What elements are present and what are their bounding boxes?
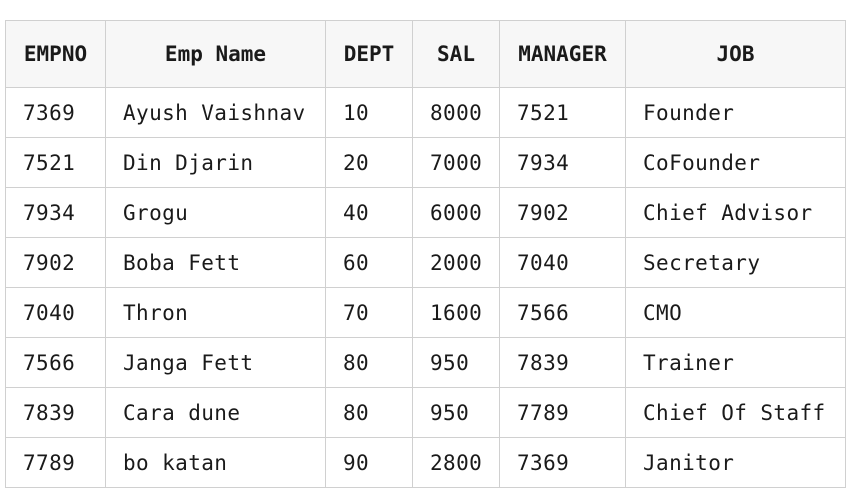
cell-manager: 7789 [499, 387, 626, 438]
cell-job: Founder [625, 87, 846, 138]
cell-dept: 90 [325, 437, 413, 488]
header-row: EMPNO Emp Name DEPT SAL MANAGER JOB [5, 20, 846, 88]
table-row: 7369 Ayush Vaishnav 10 8000 7521 Founder [5, 87, 846, 138]
cell-empno: 7789 [5, 437, 106, 488]
cell-sal: 950 [412, 387, 500, 438]
cell-manager: 7369 [499, 437, 626, 488]
header-emp-name: Emp Name [105, 20, 326, 88]
cell-dept: 20 [325, 137, 413, 188]
cell-empno: 7839 [5, 387, 106, 438]
cell-emp-name: Thron [105, 287, 326, 338]
cell-emp-name: Grogu [105, 187, 326, 238]
cell-dept: 40 [325, 187, 413, 238]
employee-table-container: EMPNO Emp Name DEPT SAL MANAGER JOB 7369… [5, 20, 846, 488]
table-row: 7902 Boba Fett 60 2000 7040 Secretary [5, 237, 846, 288]
cell-sal: 1600 [412, 287, 500, 338]
cell-empno: 7902 [5, 237, 106, 288]
cell-empno: 7369 [5, 87, 106, 138]
header-dept: DEPT [325, 20, 413, 88]
cell-job: Janitor [625, 437, 846, 488]
cell-sal: 2000 [412, 237, 500, 288]
cell-dept: 10 [325, 87, 413, 138]
header-empno: EMPNO [5, 20, 106, 88]
cell-empno: 7521 [5, 137, 106, 188]
cell-job: Secretary [625, 237, 846, 288]
cell-sal: 2800 [412, 437, 500, 488]
table-row: 7566 Janga Fett 80 950 7839 Trainer [5, 337, 846, 388]
cell-dept: 80 [325, 387, 413, 438]
cell-manager: 7902 [499, 187, 626, 238]
cell-empno: 7934 [5, 187, 106, 238]
cell-empno: 7040 [5, 287, 106, 338]
cell-sal: 8000 [412, 87, 500, 138]
cell-emp-name: bo katan [105, 437, 326, 488]
table-row: 7521 Din Djarin 20 7000 7934 CoFounder [5, 137, 846, 188]
cell-emp-name: Boba Fett [105, 237, 326, 288]
table-row: 7789 bo katan 90 2800 7369 Janitor [5, 437, 846, 488]
cell-job: CMO [625, 287, 846, 338]
cell-sal: 6000 [412, 187, 500, 238]
header-job: JOB [625, 20, 846, 88]
cell-dept: 70 [325, 287, 413, 338]
cell-manager: 7040 [499, 237, 626, 288]
cell-sal: 950 [412, 337, 500, 388]
table-body: 7369 Ayush Vaishnav 10 8000 7521 Founder… [5, 87, 846, 488]
cell-job: Chief Advisor [625, 187, 846, 238]
cell-empno: 7566 [5, 337, 106, 388]
cell-dept: 80 [325, 337, 413, 388]
cell-emp-name: Ayush Vaishnav [105, 87, 326, 138]
header-manager: MANAGER [499, 20, 626, 88]
table-row: 7839 Cara dune 80 950 7789 Chief Of Staf… [5, 387, 846, 438]
cell-emp-name: Janga Fett [105, 337, 326, 388]
table-row: 7934 Grogu 40 6000 7902 Chief Advisor [5, 187, 846, 238]
cell-job: Chief Of Staff [625, 387, 846, 438]
employee-table: EMPNO Emp Name DEPT SAL MANAGER JOB 7369… [5, 20, 846, 488]
cell-emp-name: Cara dune [105, 387, 326, 438]
header-sal: SAL [412, 20, 500, 88]
cell-sal: 7000 [412, 137, 500, 188]
cell-manager: 7934 [499, 137, 626, 188]
cell-manager: 7566 [499, 287, 626, 338]
cell-manager: 7839 [499, 337, 626, 388]
cell-manager: 7521 [499, 87, 626, 138]
table-header: EMPNO Emp Name DEPT SAL MANAGER JOB [5, 20, 846, 88]
cell-job: Trainer [625, 337, 846, 388]
cell-dept: 60 [325, 237, 413, 288]
table-row: 7040 Thron 70 1600 7566 CMO [5, 287, 846, 338]
cell-emp-name: Din Djarin [105, 137, 326, 188]
cell-job: CoFounder [625, 137, 846, 188]
